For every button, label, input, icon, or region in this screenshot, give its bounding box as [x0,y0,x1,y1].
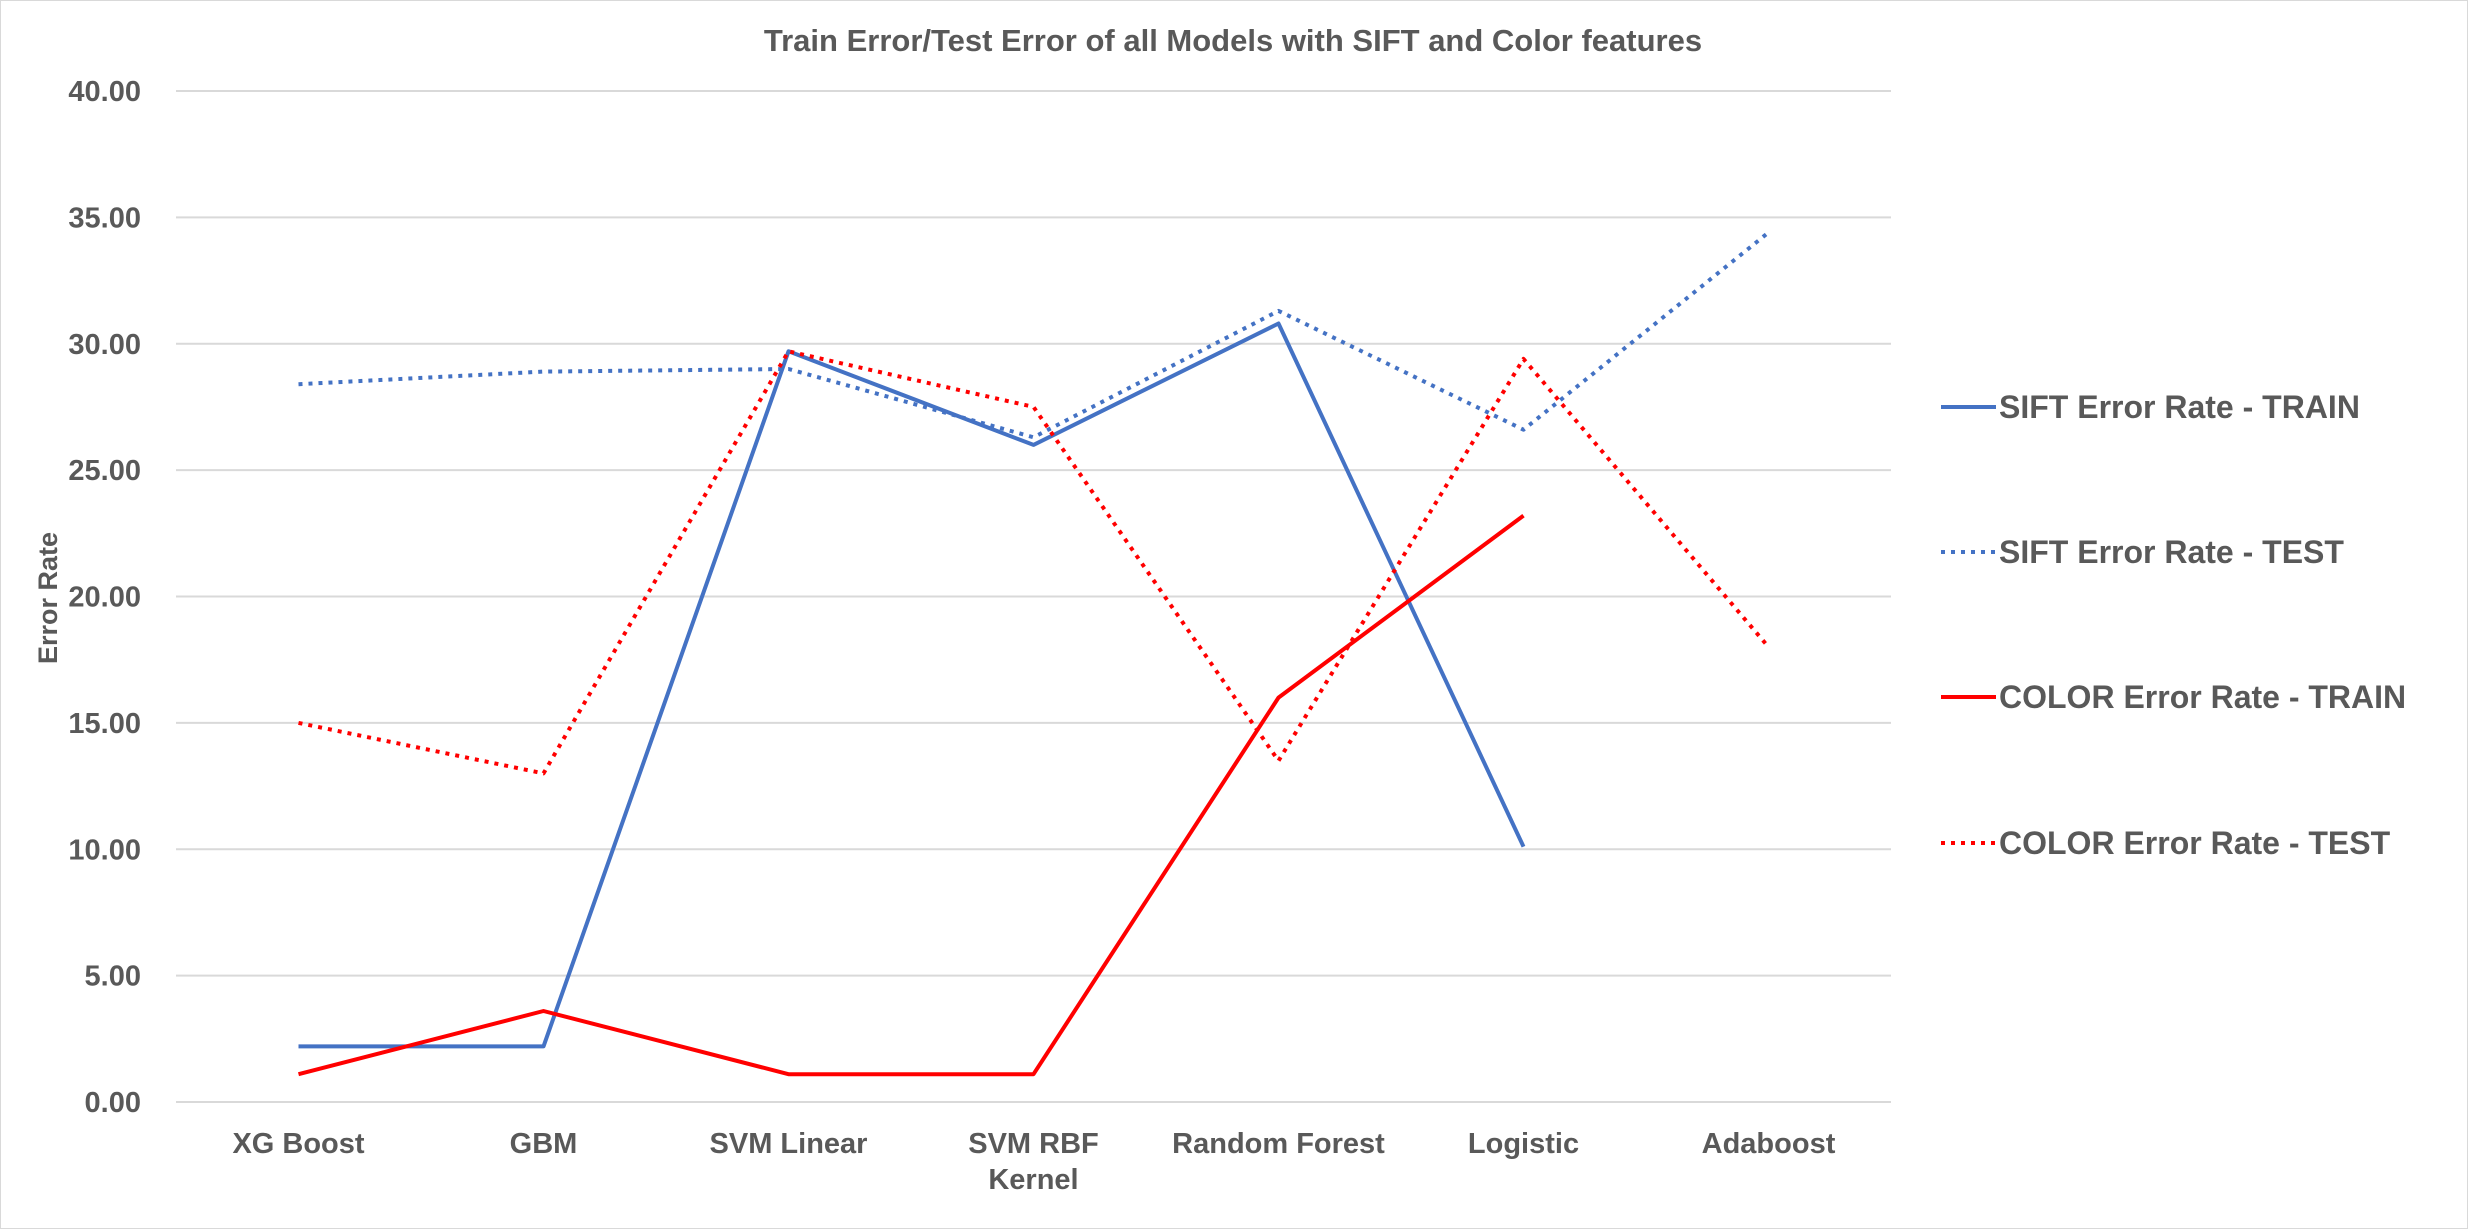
x-tick-label: Random Forest [1172,1128,1385,1160]
series-line-2 [298,230,1770,440]
series-lines [298,230,1771,1077]
x-axis-ticks: XG Boost GBM SVM Linear SVM RBF Kernel Random… [232,1128,1835,1196]
x-tick-label: XG Boost [232,1128,364,1160]
x-tick-label: SVM Linear [710,1128,868,1160]
x-tick-label: Logistic [1468,1128,1579,1160]
series-line-1 [298,321,1526,1049]
x-tick-label: SVM RBF Kernel [968,1128,1099,1196]
y-axis-ticks: 0.00 5.00 10.00 15.00 20.00 25.00 30.00 35.00 40… [68,76,141,1119]
y-tick-label: 25.00 [68,455,141,487]
y-axis-label: Error Rate [33,532,63,664]
legend-label: COLOR Error Rate - TEST [1999,825,2391,861]
x-tick-label: GBM [510,1128,578,1160]
legend-label: COLOR Error Rate - TRAIN [1999,679,2406,715]
series-line-4 [298,349,1771,776]
x-tick-label: Adaboost [1702,1128,1836,1160]
legend-label: SIFT Error Rate - TRAIN [1999,389,2360,425]
legend-label: SIFT Error Rate - TEST [1999,534,2344,570]
y-tick-label: 35.00 [68,202,141,234]
series-line-3 [298,513,1525,1077]
legend: SIFT Error Rate - TRAIN SIFT Error Rate -… [1941,389,2406,861]
chart-title: Train Error/Test Error of all Models wit… [764,23,1702,58]
y-tick-label: 5.00 [85,961,141,993]
y-tick-label: 40.00 [68,76,141,108]
y-tick-label: 30.00 [68,329,141,361]
y-tick-label: 15.00 [68,708,141,740]
y-tick-label: 10.00 [68,834,141,866]
gridlines [176,90,1891,1103]
y-tick-label: 20.00 [68,582,141,614]
y-tick-label: 0.00 [85,1087,141,1119]
